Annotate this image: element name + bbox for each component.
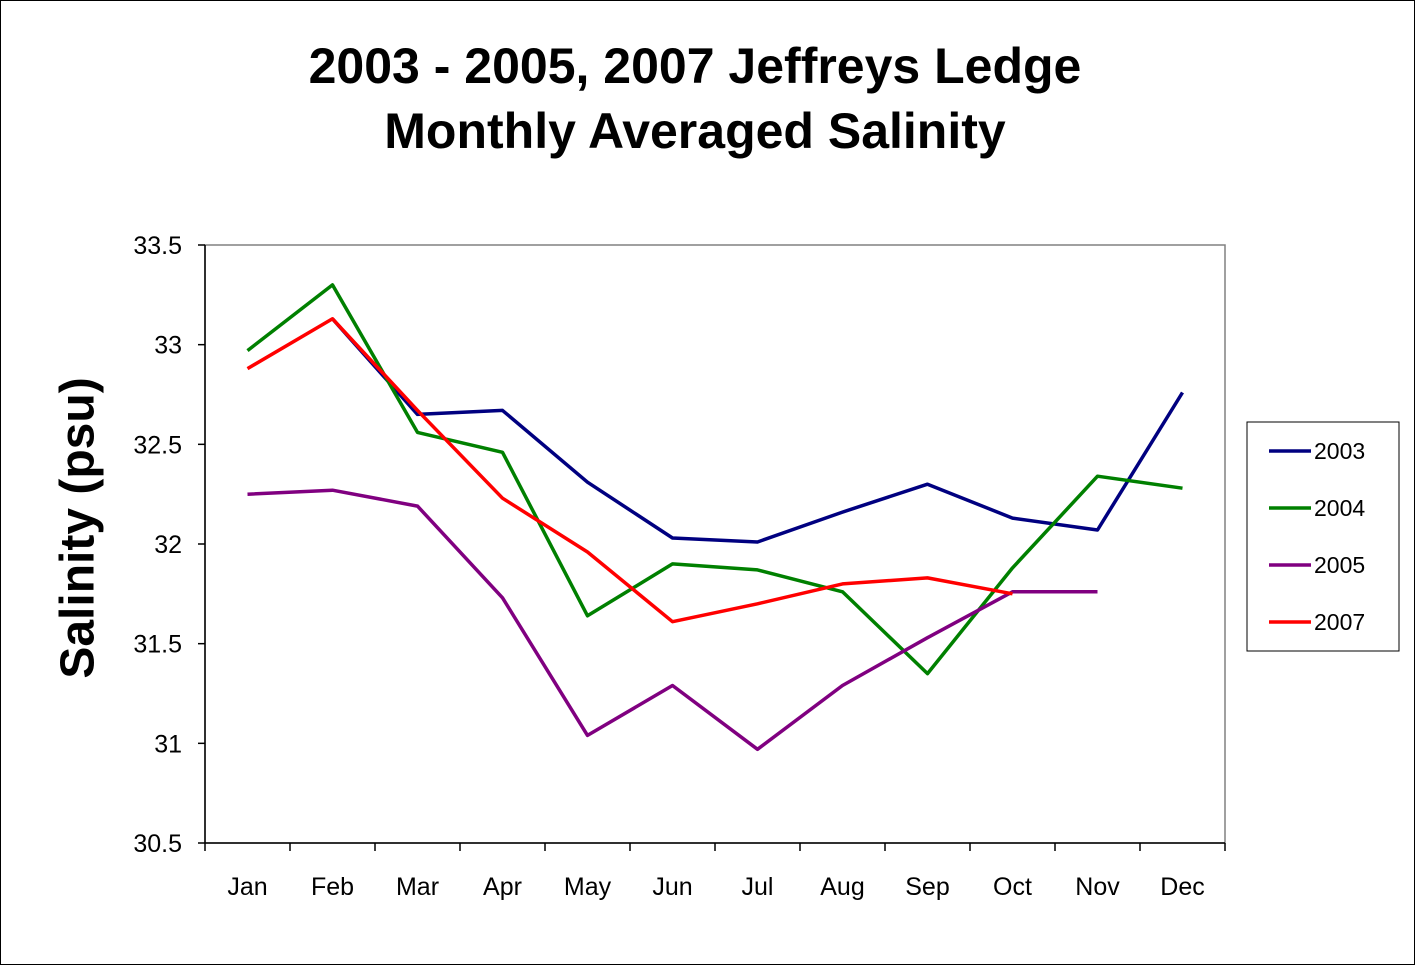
series-line-2004 bbox=[246, 283, 1183, 676]
legend-label-2005: 2005 bbox=[1314, 552, 1365, 578]
y-tick-label: 31 bbox=[154, 730, 182, 758]
y-tick-label: 32.5 bbox=[133, 431, 182, 459]
y-tick-label: 32 bbox=[154, 531, 182, 559]
legend-label-2007: 2007 bbox=[1314, 609, 1365, 635]
x-tick-label: Sep bbox=[905, 873, 949, 901]
y-tick-label: 33.5 bbox=[133, 232, 182, 260]
x-tick-label: Oct bbox=[993, 873, 1032, 901]
series-line-2005 bbox=[247, 488, 1098, 752]
x-tick-label: Jun bbox=[652, 873, 692, 901]
x-tick-label: Jan bbox=[227, 873, 267, 901]
legend-label-2003: 2003 bbox=[1314, 438, 1365, 464]
x-tick-label: Jul bbox=[742, 873, 774, 901]
series-line-2007 bbox=[246, 317, 1013, 624]
x-tick-label: Aug bbox=[820, 873, 864, 901]
legend bbox=[1246, 421, 1400, 652]
x-tick-label: Feb bbox=[311, 873, 354, 901]
x-tick-label: May bbox=[564, 873, 612, 901]
x-tick-label: Dec bbox=[1160, 873, 1204, 901]
plot-area bbox=[204, 244, 1226, 844]
y-tick-label: 31.5 bbox=[133, 631, 182, 659]
legend-label-2004: 2004 bbox=[1314, 495, 1365, 521]
y-tick-label: 33 bbox=[154, 332, 182, 360]
series-line-2003 bbox=[331, 317, 1184, 544]
y-tick-label: 30.5 bbox=[133, 830, 182, 858]
chart-title-line2: Monthly Averaged Salinity bbox=[384, 103, 1006, 159]
chart-title-line1: 2003 - 2005, 2007 Jeffreys Ledge bbox=[308, 38, 1082, 94]
x-tick-label: Apr bbox=[483, 873, 522, 901]
x-tick-label: Nov bbox=[1075, 873, 1120, 901]
x-tick-label: Mar bbox=[396, 873, 439, 901]
